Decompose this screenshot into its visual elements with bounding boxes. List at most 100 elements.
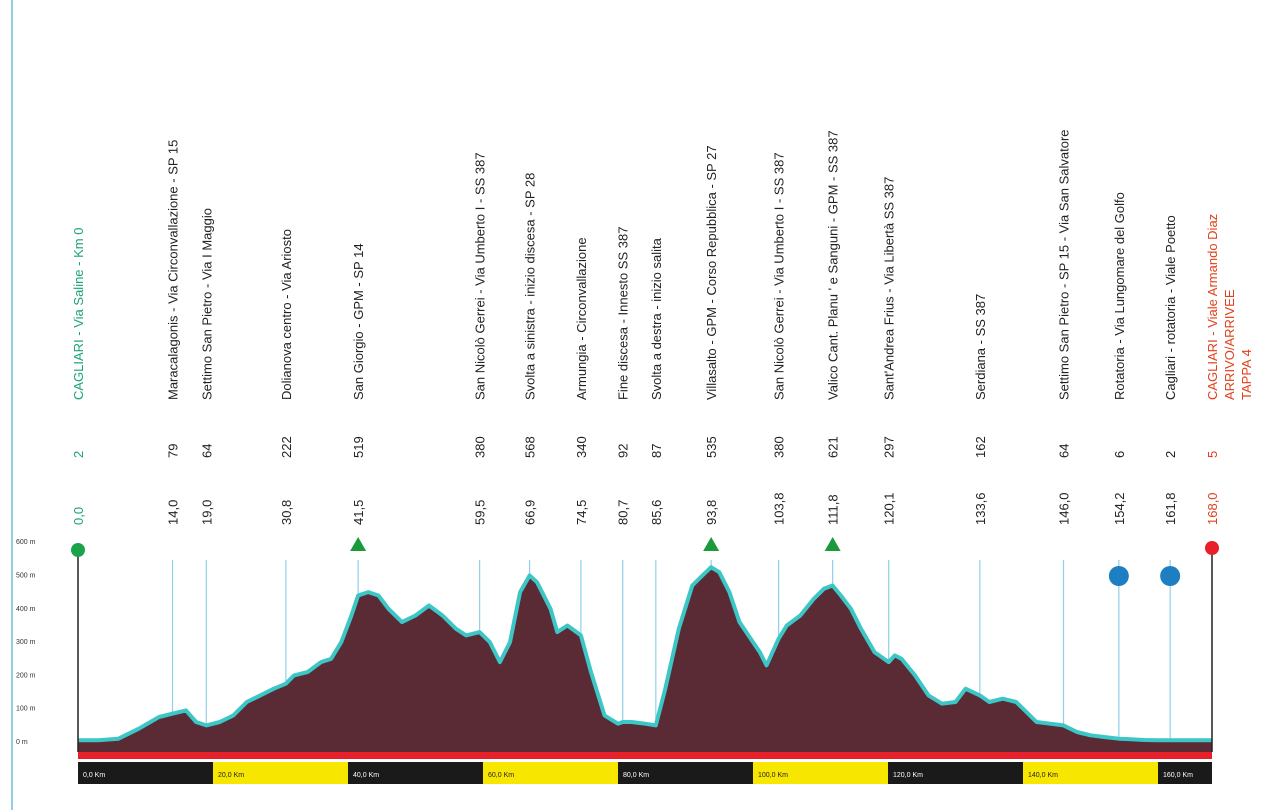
location-altitude: 568 xyxy=(523,436,538,458)
location-km: 30,8 xyxy=(279,500,294,525)
location-km: 161,8 xyxy=(1163,492,1178,525)
y-tick-label: 300 m xyxy=(16,639,36,646)
km-scale-bar: 0,0 Km 20,0 Km 40,0 Km 60,0 Km 80,0 Km 100,0 … xyxy=(78,762,1212,784)
elevation-profile xyxy=(78,565,1212,759)
location-altitude: 380 xyxy=(772,436,787,458)
km-segment xyxy=(213,762,348,784)
km-segment-label: 40,0 Km xyxy=(353,772,379,779)
location-name: Svolta a destra - inizio salita xyxy=(649,237,664,400)
km-segment xyxy=(78,762,213,784)
location-altitude: 92 xyxy=(616,444,631,458)
location-altitude: 2 xyxy=(1163,451,1178,458)
km-segment-label: 80,0 Km xyxy=(623,772,649,779)
location-name: TAPPA 4 xyxy=(1239,349,1254,400)
y-tick-label: 500 m xyxy=(16,573,36,580)
profile-area xyxy=(78,567,1212,754)
location-km: 93,8 xyxy=(704,500,719,525)
y-tick-label: 400 m xyxy=(16,606,36,613)
location-name: Armungia - Circonvallazione xyxy=(574,237,589,400)
location-altitude: 5 xyxy=(1205,451,1220,458)
location-km: 0,0 xyxy=(71,507,86,525)
km-segment-label: 120,0 Km xyxy=(893,772,923,779)
location-name: Settimo San Pietro - SP 15 - Via San Sal… xyxy=(1057,130,1072,401)
km-segment-label: 0,0 Km xyxy=(83,772,105,779)
gpm-triangle-icon xyxy=(824,537,841,551)
km-segment xyxy=(1158,762,1212,784)
km-segment-label: 100,0 Km xyxy=(758,772,788,779)
location-altitude: 6 xyxy=(1112,451,1127,458)
location-km: 111,8 xyxy=(826,494,841,525)
location-km: 103,8 xyxy=(772,492,787,525)
location-km: 120,1 xyxy=(882,492,897,525)
y-tick-label: 0 m xyxy=(16,739,28,746)
markers xyxy=(71,537,1219,752)
location-altitude: 297 xyxy=(882,436,897,458)
location-name: Rotatoria - Via Lungomare del Golfo xyxy=(1112,192,1127,400)
location-km: 133,6 xyxy=(973,492,988,525)
location-altitude: 621 xyxy=(826,436,841,458)
km-segment xyxy=(618,762,753,784)
km-segment xyxy=(483,762,618,784)
km-segment xyxy=(753,762,888,784)
location-altitude: 79 xyxy=(166,444,181,458)
location-name: Sant'Andrea Frius - Via Libertà SS 387 xyxy=(882,177,897,400)
km-segment-label: 60,0 Km xyxy=(488,772,514,779)
location-altitude: 87 xyxy=(649,444,664,458)
location-name: CAGLIARI - Viale Armando Diaz xyxy=(1205,214,1220,400)
y-tick-label: 100 m xyxy=(16,706,36,713)
y-tick-label: 600 m xyxy=(16,539,36,546)
location-name: Valico Cant. Planu ' e Sanguni - GPM - S… xyxy=(826,130,841,400)
location-name: Fine discesa - Innesto SS 387 xyxy=(616,227,631,400)
start-marker-icon xyxy=(71,543,85,557)
location-name: Cagliari - rotatoria - Viale Poetto xyxy=(1163,215,1178,400)
location-labels: 0,0 2 CAGLIARI - Via Saline - Km 0 14,0 79 Ma… xyxy=(71,130,1254,526)
location-altitude: 535 xyxy=(704,436,719,458)
finish-marker-icon xyxy=(1205,541,1219,555)
km-segment xyxy=(888,762,1023,784)
km-segment-label: 160,0 Km xyxy=(1163,772,1193,779)
location-name: Serdiana - SS 387 xyxy=(973,294,988,400)
left-frame-line xyxy=(11,0,13,810)
location-altitude: 162 xyxy=(973,436,988,458)
gpm-triangle-icon xyxy=(703,537,720,551)
location-km: 19,0 xyxy=(199,500,214,525)
location-name: San Nicolò Gerrei - Via Umberto I - SS 3… xyxy=(772,152,787,400)
location-altitude: 519 xyxy=(351,436,366,458)
location-altitude: 64 xyxy=(199,444,214,458)
location-km: 154,2 xyxy=(1112,492,1127,525)
roundabout-icon xyxy=(1108,566,1129,586)
km-segment-label: 20,0 Km xyxy=(218,772,244,779)
y-axis: 0 m 100 m 200 m 300 m 400 m 500 m 600 m xyxy=(16,539,36,746)
km-segment xyxy=(1023,762,1158,784)
location-km: 80,7 xyxy=(616,500,631,525)
profile-outline xyxy=(78,565,1212,743)
location-name: Maracalagonis - Via Circonvallazione - S… xyxy=(166,140,181,400)
location-km: 59,5 xyxy=(473,500,488,525)
location-altitude: 2 xyxy=(71,451,86,458)
location-name: Villasalto - GPM - Corso Repubblica - SP… xyxy=(704,145,719,400)
location-name: Svolta a sinistra - inizio discesa - SP … xyxy=(523,173,538,400)
location-km: 14,0 xyxy=(166,500,181,525)
location-name: ARRIVO/ARRIVEE xyxy=(1222,289,1237,400)
location-km: 41,5 xyxy=(351,500,366,525)
location-km: 85,6 xyxy=(649,500,664,525)
km-segment-label: 140,0 Km xyxy=(1028,772,1058,779)
location-altitude: 222 xyxy=(279,436,294,458)
km-segment xyxy=(348,762,483,784)
y-tick-label: 200 m xyxy=(16,672,36,679)
location-km: 66,9 xyxy=(523,500,538,525)
roundabout-icon xyxy=(1160,566,1181,586)
location-altitude: 340 xyxy=(574,436,589,458)
location-name: Settimo San Pietro - Via I Maggio xyxy=(199,208,214,400)
location-name: San Nicolò Gerrei - Via Umberto I - SS 3… xyxy=(473,152,488,400)
location-km: 146,0 xyxy=(1057,492,1072,525)
location-km: 74,5 xyxy=(574,500,589,525)
location-name: CAGLIARI - Via Saline - Km 0 xyxy=(71,228,86,400)
location-km: 168,0 xyxy=(1205,492,1220,525)
location-name: San Giorgio - GPM - SP 14 xyxy=(351,243,366,400)
location-name: Dolianova centro - Via Ariosto xyxy=(279,229,294,400)
location-altitude: 380 xyxy=(473,436,488,458)
location-altitude: 64 xyxy=(1057,444,1072,458)
gpm-triangle-icon xyxy=(350,537,367,551)
